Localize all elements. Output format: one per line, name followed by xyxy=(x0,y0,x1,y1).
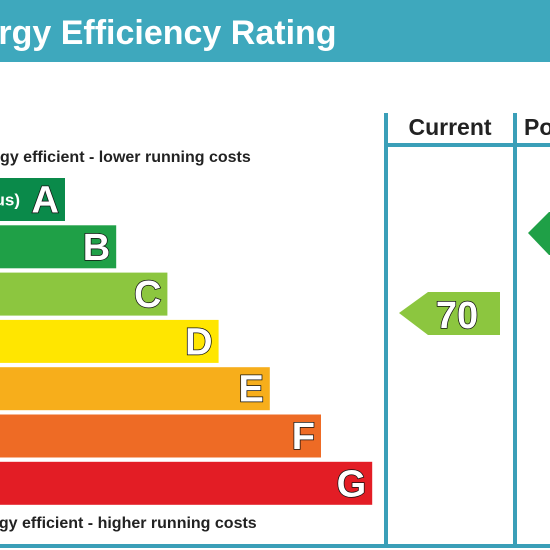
current-arrow xyxy=(399,292,500,335)
band-letter: G xyxy=(337,463,367,505)
band-letter: A xyxy=(32,180,59,222)
current-value: 70 xyxy=(436,295,478,337)
band-letter: B xyxy=(83,227,110,269)
title-bar xyxy=(0,0,550,62)
band xyxy=(0,367,270,411)
potential-arrow xyxy=(528,212,550,255)
band-range: (92 plus) xyxy=(0,191,20,210)
bottom-note: Not energy efficient - higher running co… xyxy=(0,515,257,532)
band-letter: F xyxy=(292,416,315,458)
band xyxy=(0,272,168,316)
band-letter: D xyxy=(185,321,212,363)
band xyxy=(0,319,219,363)
band xyxy=(0,414,321,458)
title: Energy Efficiency Rating xyxy=(0,14,337,52)
band xyxy=(0,225,117,269)
column-header: Potential xyxy=(524,114,550,140)
band-letter: E xyxy=(238,369,263,411)
top-note: Very energy efficient - lower running co… xyxy=(0,149,251,166)
column-header: Current xyxy=(408,114,491,140)
band xyxy=(0,461,373,505)
band xyxy=(0,178,65,221)
band-letter: C xyxy=(134,274,161,316)
frame xyxy=(0,113,550,548)
